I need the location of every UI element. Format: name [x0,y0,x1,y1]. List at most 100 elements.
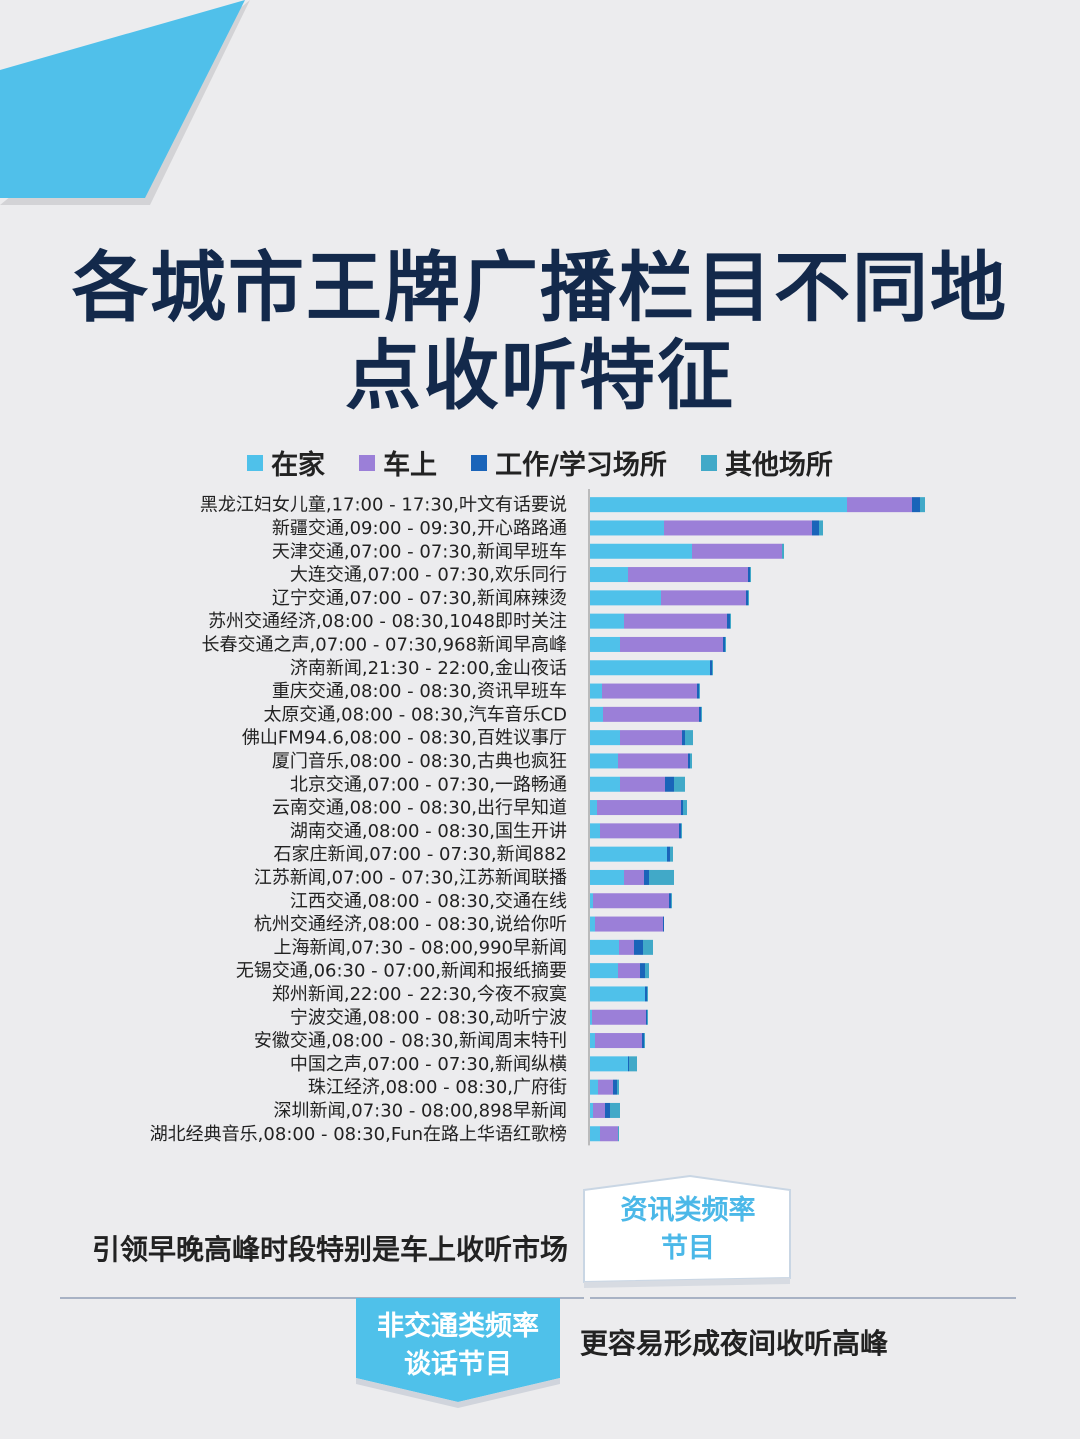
bar-segment-0 [590,1056,628,1072]
bar-segment-0 [590,683,602,699]
bar-segment-2 [699,706,701,722]
category-label: 杭州交通经济,08:00 - 08:30,说给你听 [254,914,567,935]
bar-segment-0 [590,1009,592,1025]
bar-segment-3 [819,520,823,536]
bar-segment-1 [692,543,782,559]
caption-night-peak: 更容易形成夜间收听高峰 [580,1327,889,1360]
legend-item-2: 工作/学习场所 [471,443,667,482]
bar-segment-2 [644,869,649,885]
bar-segment-3 [645,963,649,979]
bar-segment-2 [727,613,730,629]
category-label: 深圳新闻,07:30 - 08:00,898早新闻 [274,1100,567,1121]
bar-segment-2 [613,1079,617,1095]
bar-segment-0 [590,590,661,606]
bar-segment-2 [697,683,699,699]
bar-segment-3 [649,869,674,885]
legend-swatch-2 [471,454,488,471]
bar-segment-3 [712,660,713,676]
badge1-shadow [584,1278,790,1288]
bar-segment-1 [624,869,644,885]
badge-news-frequency: 资讯类频率 节目 [588,1192,788,1268]
bar-segment-2 [682,730,685,746]
bar-segment-2 [640,963,645,979]
bar-segment-3 [699,683,700,699]
bar-segment-0 [590,567,628,583]
bar-segment-2 [912,497,920,513]
bar-segment-3 [750,567,751,583]
legend-swatch-3 [700,454,717,471]
legend-label-1: 车上 [383,450,438,481]
bar-segment-2 [605,1102,610,1118]
legend-item-1: 车上 [359,443,437,482]
bar-segment-1 [592,1009,646,1025]
category-label: 厦门音乐,08:00 - 08:30,古典也疯狂 [272,751,567,772]
category-label: 郑州新闻,22:00 - 22:30,今夜不寂寞 [272,984,567,1005]
bar-segment-3 [725,636,726,652]
bar-segment-3 [647,986,648,1002]
legend-swatch-0 [247,454,264,471]
bar-segment-1 [618,753,688,769]
chart-legend: 在家 车上 工作/学习场所 其他场所 [0,443,1080,482]
bar-segment-0 [590,1126,600,1142]
badge2-line1: 非交通类频率 [377,1311,539,1342]
bar-segment-1 [603,706,699,722]
bar-segment-1 [600,1126,618,1142]
category-label: 无锡交通,06:30 - 07:00,新闻和报纸摘要 [236,961,567,982]
bar-segment-3 [644,1033,645,1049]
bar-segment-3 [683,800,687,816]
bar-segment-1 [618,963,640,979]
page-title-line1: 各城市王牌广播栏目不同地 [72,243,1008,332]
bar-segment-1 [598,1079,613,1095]
category-label: 佛山FM94.6,08:00 - 08:30,百姓议事厅 [242,728,567,749]
bar-segment-3 [920,497,925,513]
bar-segment-2 [748,567,750,583]
bar-segment-0 [590,846,667,862]
legend-item-3: 其他场所 [700,443,833,482]
bar-segment-1 [602,683,697,699]
bar-segment-2 [665,776,674,792]
bar-segment-0 [590,800,597,816]
bar-segment-0 [590,636,620,652]
bar-segment-0 [590,1079,598,1095]
bar-segment-1 [600,823,679,839]
bar-segment-0 [590,730,620,746]
category-label: 中国之声,07:00 - 07:30,新闻纵横 [290,1054,567,1075]
page-title-line2: 点收听特征 [345,331,735,420]
category-label: 新疆交通,09:00 - 09:30,开心路路通 [272,518,567,539]
bar-segment-3 [701,706,702,722]
bar-segment-1 [661,590,746,606]
bar-segment-0 [590,613,624,629]
badge2-line2: 谈话节目 [404,1349,512,1380]
bar-segment-3 [617,1079,619,1095]
bar-segment-2 [812,520,819,536]
legend-item-0: 在家 [247,443,325,482]
bar-segment-1 [620,636,723,652]
bar-segment-2 [634,939,643,955]
bar-segment-2 [688,753,690,769]
bar-segment-3 [647,1009,648,1025]
bar-segment-1 [595,1033,642,1049]
corner-blue-shape [0,0,245,198]
legend-label-3: 其他场所 [724,450,833,481]
category-label: 黑龙江妇女儿童,17:00 - 17:30,叶文有话要说 [200,495,567,516]
category-label: 宁波交通,08:00 - 08:30,动听宁波 [290,1007,567,1028]
bottom-decoration [60,1174,1016,1408]
bar-segment-0 [590,1102,593,1118]
bar-segment-3 [690,753,692,769]
bar-segment-0 [590,753,618,769]
bar-segment-2 [667,846,670,862]
bar-segment-1 [593,1102,605,1118]
bar-segment-0 [590,916,595,932]
category-label: 湖南交通,08:00 - 08:30,国生开讲 [290,821,567,842]
bar-segment-3 [670,846,673,862]
bar-segment-2 [645,986,647,1002]
bar-segment-0 [590,1033,595,1049]
category-label: 苏州交通经济,08:00 - 08:30,1048即时关注 [208,611,567,632]
badge2-shadow [356,1378,560,1408]
bar-segment-2 [746,590,748,606]
category-label: 北京交通,07:00 - 07:30,一路畅通 [290,774,567,795]
bar-segment-2 [710,660,712,676]
bar-segment-2 [681,800,683,816]
bar-segment-3 [629,1056,637,1072]
